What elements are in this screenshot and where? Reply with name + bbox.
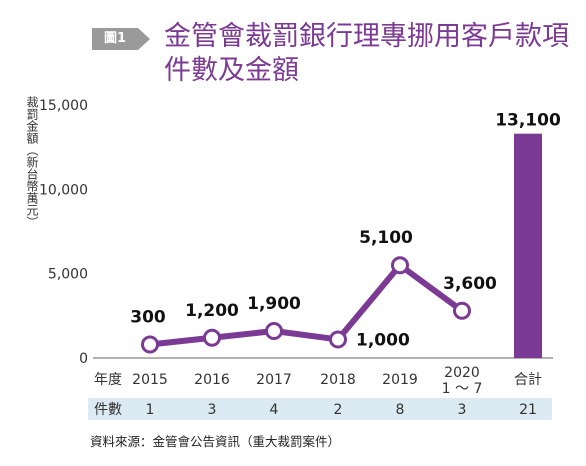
- y-axis-label: 裁罰金額（新台幣萬元）: [25, 96, 39, 228]
- count-value: 3: [208, 402, 217, 418]
- source-note: 資料來源：金管會公告資訊（重大裁罰案件）: [90, 434, 341, 449]
- data-label: 5,100: [359, 228, 413, 248]
- data-point: [453, 301, 471, 320]
- total-category-label: 合計: [514, 372, 542, 388]
- y-tick-label: 10,000: [39, 182, 88, 198]
- series-line: [149, 262, 464, 348]
- data-label: 300: [130, 308, 166, 328]
- total-bar-label: 13,100: [495, 111, 561, 131]
- badge-arrow-icon: [138, 28, 150, 50]
- data-label: 1,900: [247, 294, 301, 314]
- x-tick-label: 2019: [382, 372, 418, 388]
- figure-badge: 圖1: [92, 28, 138, 50]
- count-value: 8: [396, 402, 405, 418]
- data-label: 1,200: [185, 301, 239, 321]
- x-tick-label: 2016: [194, 372, 230, 388]
- data-point: [265, 322, 283, 341]
- data-point: [141, 335, 159, 354]
- data-label: 1,000: [356, 330, 410, 350]
- x-tick-label: 2015: [132, 372, 168, 388]
- count-value: 2: [334, 402, 343, 418]
- data-point: [329, 330, 347, 349]
- data-point: [391, 256, 409, 275]
- data-point: [203, 328, 221, 347]
- chart-title: 金管會裁罰銀行理專挪用客戶款項件數及金額: [164, 21, 569, 86]
- x-tick-label: 2017: [256, 372, 292, 388]
- total-count-value: 21: [519, 402, 537, 418]
- count-value: 4: [270, 402, 279, 418]
- count-header: 件數: [94, 402, 122, 418]
- y-tick-label: 0: [79, 351, 88, 367]
- x-tick-label: 2020: [444, 365, 480, 381]
- total-bar: [514, 133, 542, 358]
- years-header: 年度: [94, 372, 122, 388]
- y-tick-label: 15,000: [39, 98, 88, 114]
- data-label: 3,600: [443, 274, 497, 294]
- count-value: 3: [458, 402, 467, 418]
- x-tick-sublabel: 1 ～ 7: [442, 381, 483, 397]
- x-tick-label: 2018: [320, 372, 356, 388]
- y-tick-label: 5,000: [48, 267, 88, 283]
- count-row-band: [88, 398, 552, 420]
- count-value: 1: [146, 402, 155, 418]
